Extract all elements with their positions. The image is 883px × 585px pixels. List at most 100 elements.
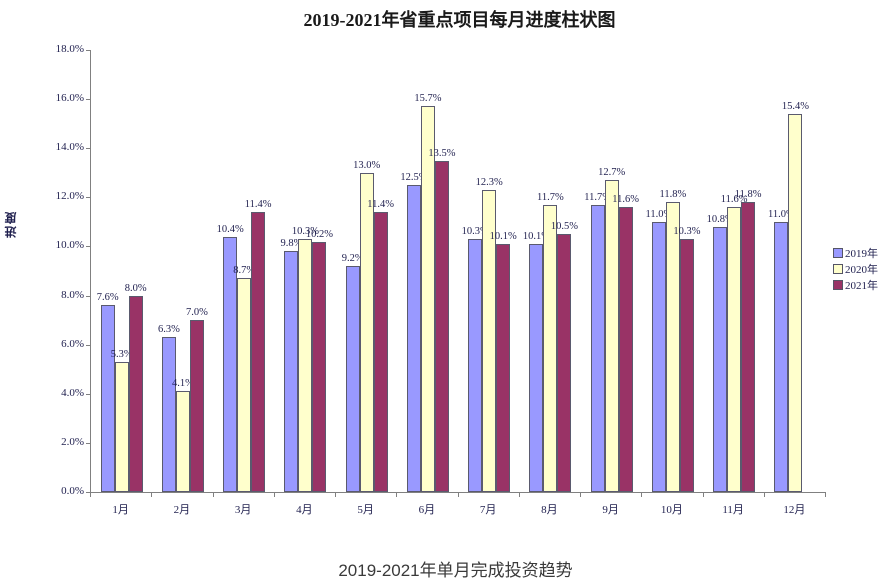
y-tick-label: 10.0% — [55, 239, 84, 252]
y-axis-title: 进度 — [4, 210, 18, 238]
bar-2020年: 15.4% — [782, 101, 809, 492]
x-tick-mark — [763, 493, 765, 497]
bar-2021年: 8.0% — [125, 283, 147, 492]
bar-2021年: 11.8% — [735, 189, 761, 492]
bar-value-label: 12.5% — [400, 172, 428, 184]
bar-value-label: 8.7% — [233, 265, 256, 277]
bar-value-label: 10.5% — [550, 221, 578, 233]
bar-slot: 10.8% — [707, 214, 734, 492]
bar-value-label: 11.8% — [659, 189, 687, 201]
bar-slot: 4.1% — [172, 378, 194, 492]
bar-group: 11.0% 15.4% — [765, 50, 826, 492]
bar-slot: 11.6% — [721, 194, 747, 492]
x-category-label: 8月 — [541, 504, 558, 516]
bar-value-label: 9.8% — [280, 238, 303, 250]
x-tick-mark — [825, 493, 826, 497]
bar-slot: 10.4% — [217, 224, 244, 492]
bar-slot: 13.5% — [428, 148, 455, 492]
bar-2020年: 10.3% — [292, 226, 319, 492]
bar-value-label: 10.1% — [522, 231, 550, 242]
legend-label: 2019年 — [845, 248, 878, 260]
x-category-label: 6月 — [418, 504, 436, 516]
bar-2020年: 5.3% — [111, 349, 133, 492]
bar-slot: 10.3% — [292, 226, 319, 492]
bar-2019年: 9.8% — [280, 238, 302, 492]
bar-2019年: 11.0% — [768, 209, 795, 492]
bar-value-label: 13.5% — [428, 147, 456, 159]
bar-group: 10.8% 11.6% 11.8% — [704, 50, 765, 492]
bar-group: 6.3% 4.1% 7.0% — [152, 50, 213, 492]
bar-value-label: 10.3% — [291, 226, 319, 238]
bar-slot: 11.4% — [367, 199, 394, 492]
bar-slot: 10.5% — [551, 221, 578, 492]
bar-slot: 11.6% — [612, 194, 639, 492]
bar-value-label: 10.3% — [673, 226, 701, 238]
bar-slot: 12.5% — [400, 172, 427, 492]
bar-value-label: 11.4% — [244, 199, 272, 211]
bar-slot: 10.3% — [462, 226, 489, 492]
x-category-label: 9月 — [602, 504, 619, 516]
x-tick-mark — [151, 493, 153, 497]
bar-slot: 8.0% — [125, 283, 147, 492]
bar-2021年: 13.5% — [428, 148, 455, 492]
bar-value-label: 6.3% — [157, 324, 180, 336]
bar-2019年: 7.6% — [97, 292, 119, 492]
bar-2019年: 11.0% — [646, 209, 672, 492]
chart-title: 2019-2021年省重点项目每月进度柱状图 — [303, 10, 616, 30]
bar-2019年: 10.3% — [462, 226, 489, 492]
bar-2020年: 11.8% — [660, 189, 686, 492]
legend-swatch-icon — [833, 280, 843, 290]
legend-swatch-icon — [833, 248, 843, 258]
x-category-label: 1月 — [112, 504, 129, 516]
y-tick-mark — [86, 197, 90, 199]
x-tick-mark — [457, 493, 459, 497]
bar-slot: 11.0% — [768, 209, 795, 492]
bar-2019年: 11.7% — [584, 192, 611, 492]
bar-group: 10.1% 11.7% 10.5% — [520, 50, 581, 492]
bar-value-label: 11.7% — [537, 191, 564, 203]
bar-2021年: 7.0% — [186, 307, 208, 492]
plot-area: 7.6% 5.3% 8.0% 6.3% 4.1% 7.0% 10.4% 8.7% 11.4% 9.… — [90, 50, 826, 493]
bar-2021年: 10.5% — [551, 221, 578, 492]
bar-value-label: 7.0% — [185, 307, 208, 319]
bar-2020年: 4.1% — [172, 378, 194, 492]
bar-value-label: 11.6% — [720, 194, 748, 206]
legend-label: 2020年 — [845, 264, 878, 276]
y-tick-mark — [86, 50, 90, 51]
bar-slot: 7.0% — [186, 307, 208, 492]
bar-2019年: 9.2% — [342, 253, 364, 492]
bar-value-label: 10.2% — [305, 228, 333, 240]
bar-value-label: 7.6% — [96, 292, 119, 304]
x-tick-mark — [90, 493, 91, 497]
y-tick-mark — [86, 148, 90, 150]
legend-item: 2020年 — [833, 261, 878, 277]
bar-group: 9.2% 13.0% 11.4% — [336, 50, 397, 492]
bar-2021年: 11.4% — [245, 199, 271, 492]
legend-swatch-icon — [833, 264, 843, 274]
x-tick-mark — [702, 493, 704, 497]
bar-slot: 8.7% — [233, 265, 255, 492]
bar-slot: 11.8% — [735, 189, 761, 492]
bar-value-label: 13.0% — [353, 159, 381, 171]
bar-slot: 9.8% — [280, 238, 302, 492]
bar-value-label: 11.7% — [584, 191, 611, 203]
bar-value-label: 15.4% — [781, 100, 809, 112]
y-tick-mark — [86, 442, 90, 444]
bar-2021年: 11.6% — [612, 194, 639, 492]
x-category-label: 5月 — [357, 504, 374, 516]
bar-value-label: 9.2% — [341, 253, 364, 265]
x-tick-mark — [518, 493, 520, 497]
bar-slot: 5.3% — [111, 349, 133, 492]
y-tick-mark — [86, 344, 90, 346]
y-tick-label: 6.0% — [61, 337, 84, 350]
bar-group: 10.4% 8.7% 11.4% — [214, 50, 275, 492]
bar-slot: 7.6% — [97, 292, 119, 492]
bar-2019年: 10.8% — [707, 214, 734, 492]
bar-slot: 11.7% — [537, 192, 564, 492]
bar-value-label: 11.4% — [367, 199, 394, 211]
x-tick-mark — [641, 493, 643, 497]
bar-2019年: 6.3% — [158, 324, 180, 492]
bar-value-label: 8.0% — [124, 282, 147, 294]
bar-slot: 6.3% — [158, 324, 180, 492]
